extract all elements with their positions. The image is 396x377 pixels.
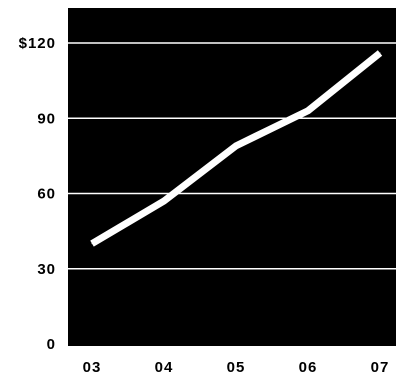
x-tick-label-06: 06 [299, 359, 318, 376]
gridlines [68, 42, 396, 270]
x-axis-tick-labels: 03 04 05 06 07 [83, 359, 390, 376]
plot-area [68, 8, 396, 346]
y-axis-tick-labels: 0 30 60 90 $120 [19, 35, 56, 353]
data-point-07 [379, 52, 381, 54]
y-tick-label-90: 90 [37, 110, 56, 127]
x-tick-label-07: 07 [371, 359, 390, 376]
y-tick-label-0: 0 [47, 336, 56, 353]
y-tick-label-30: 30 [37, 261, 56, 278]
data-point-05 [235, 145, 237, 147]
data-point-04 [163, 200, 165, 202]
x-tick-label-03: 03 [83, 359, 102, 376]
y-tick-label-120: $120 [19, 35, 56, 52]
x-tick-label-04: 04 [155, 359, 174, 376]
y-tick-label-60: 60 [37, 186, 56, 203]
x-tick-label-05: 05 [227, 359, 246, 376]
data-point-03 [91, 243, 93, 245]
data-point-06 [307, 110, 309, 112]
series-group [90, 50, 383, 247]
